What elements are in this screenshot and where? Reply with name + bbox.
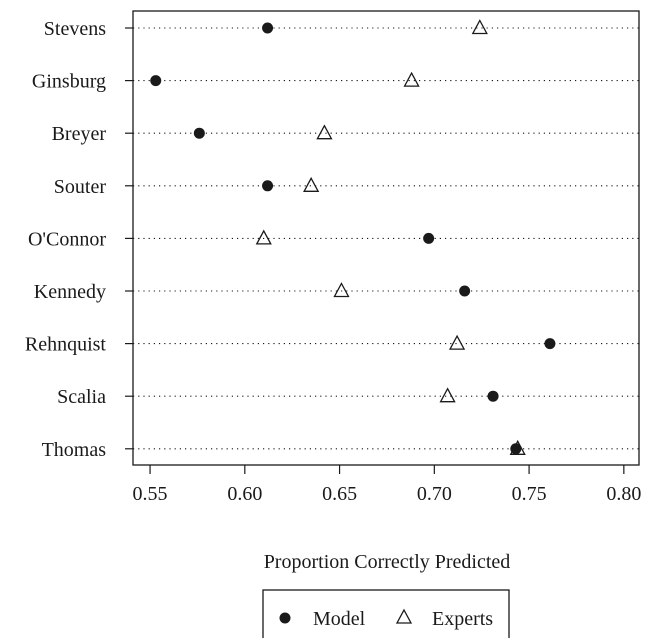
x-tick-label: 0.80 <box>606 483 641 505</box>
experts-point <box>448 334 466 350</box>
x-tick-label: 0.75 <box>512 483 547 505</box>
experts-point <box>255 229 272 245</box>
y-tick-label: O'Connor <box>28 228 106 250</box>
y-tick-label: Kennedy <box>34 281 106 303</box>
model-point <box>150 75 162 87</box>
model-point <box>193 127 205 139</box>
experts-point <box>333 282 350 298</box>
plot-frame <box>132 10 640 466</box>
legend-model-label: Model <box>313 608 366 630</box>
model-point <box>459 285 471 297</box>
legend-experts-label: Experts <box>432 608 493 630</box>
x-axis-title: Proportion Correctly Predicted <box>264 551 511 573</box>
model-point <box>487 390 499 402</box>
y-tick-label: Souter <box>54 176 107 198</box>
justice-labels: Stevens Ginsburg Breyer Souter O'Connor Kenne… <box>25 18 133 461</box>
y-tick-label: Scalia <box>57 386 106 408</box>
model-point <box>510 443 522 455</box>
experts-point <box>439 387 456 403</box>
y-tick-label: Rehnquist <box>25 334 107 356</box>
model-point <box>262 22 274 34</box>
y-tick-label: Ginsburg <box>32 71 106 93</box>
y-tick-label: Breyer <box>52 123 107 145</box>
legend-box <box>262 589 510 638</box>
experts-point <box>471 19 488 35</box>
model-point <box>262 180 274 192</box>
experts-point <box>403 71 420 87</box>
data-marks <box>150 19 556 455</box>
legend-model-marker <box>279 612 291 624</box>
y-tick-label: Thomas <box>42 439 107 461</box>
gridlines <box>133 27 639 450</box>
x-axis: 0.55 0.60 0.65 0.70 0.75 0.80 <box>133 465 641 505</box>
model-point <box>423 232 435 244</box>
model-point <box>544 338 556 350</box>
x-tick-label: 0.55 <box>133 483 168 505</box>
experts-point <box>303 176 320 192</box>
x-tick-label: 0.60 <box>227 483 262 505</box>
x-tick-label: 0.65 <box>322 483 357 505</box>
experts-point <box>316 124 333 140</box>
legend-experts-marker <box>395 608 413 624</box>
legend: Model Experts <box>262 589 510 638</box>
x-tick-label: 0.70 <box>417 483 452 505</box>
y-tick-label: Stevens <box>44 18 106 40</box>
